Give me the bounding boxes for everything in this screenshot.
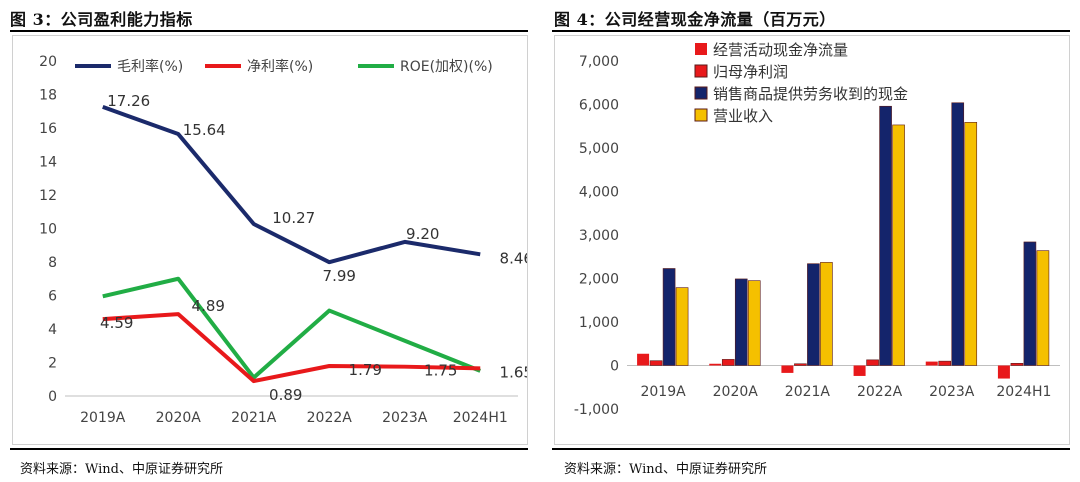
bar <box>781 365 794 373</box>
x-tick-label: 2022A <box>857 384 903 400</box>
legend-swatch <box>694 108 708 122</box>
left-title-rule <box>10 30 528 32</box>
bar <box>649 360 663 366</box>
legend-label: 营业收入 <box>713 107 773 125</box>
bar <box>794 363 807 366</box>
y-tick-label: 8 <box>48 255 57 271</box>
left-bottom-rule <box>10 448 528 450</box>
data-label: 9.20 <box>406 225 439 243</box>
bar <box>951 102 965 366</box>
data-label: 17.26 <box>107 92 150 110</box>
legend-swatch <box>694 64 708 78</box>
bar <box>1036 250 1050 366</box>
right-bottom-rule <box>552 448 1070 450</box>
bar <box>925 361 938 366</box>
x-tick-label: 2021A <box>785 384 831 400</box>
right-source: 资料来源：Wind、中原证券研究所 <box>564 462 767 477</box>
y-tick-label: 2,000 <box>579 272 619 288</box>
bar <box>997 365 1010 379</box>
bar <box>734 278 748 366</box>
legend-label: ROE(加权)(%) <box>400 59 493 75</box>
data-label: 8.46 <box>500 249 527 267</box>
series-line <box>102 105 481 265</box>
bar <box>675 287 689 366</box>
bar <box>820 262 833 366</box>
y-tick-label: 0 <box>610 359 619 375</box>
data-label: 1.65 <box>500 363 527 381</box>
right-title-rule <box>552 30 1070 32</box>
x-tick-label: 2023A <box>382 410 428 426</box>
y-tick-label: 12 <box>39 188 57 204</box>
bar <box>853 365 866 376</box>
x-tick-label: 2024H1 <box>453 410 508 426</box>
bar <box>879 105 892 366</box>
line-chart: 0 2 4 6 8 10 12 14 16 18 20 2019A 2020A 2021A 2022A 202… <box>39 54 533 426</box>
bar <box>721 359 735 366</box>
x-tick-label: 2020A <box>713 384 759 400</box>
bar <box>866 359 879 366</box>
data-label: 15.64 <box>183 121 226 139</box>
y-tick-label: 0 <box>48 389 57 405</box>
right-chart-panel: -1,000 0 1,000 2,000 3,000 4,000 5,000 6,000 7,0… <box>554 35 1070 445</box>
legend-label: 经营活动现金净流量 <box>713 41 848 59</box>
data-label: 0.89 <box>269 386 302 404</box>
x-tick-label: 2019A <box>80 410 126 426</box>
y-tick-label: 16 <box>39 121 57 137</box>
y-tick-label: 5,000 <box>579 141 619 157</box>
data-label: 4.59 <box>100 314 133 332</box>
data-label: 1.79 <box>349 361 382 379</box>
y-tick-label: 14 <box>39 155 57 171</box>
left-figure-title: 图 3：公司盈利能力指标 <box>10 10 193 29</box>
y-tick-label: 6,000 <box>579 98 619 114</box>
y-tick-label: 6 <box>48 289 57 305</box>
x-tick-label: 2023A <box>929 384 975 400</box>
x-tick-label: 2022A <box>307 410 353 426</box>
bar <box>1010 363 1024 366</box>
y-tick-label: 10 <box>39 222 57 238</box>
left-chart-panel: 0 2 4 6 8 10 12 14 16 18 20 2019A 2020A 2021A 2022A 202… <box>12 35 533 445</box>
x-tick-label: 2019A <box>640 384 686 400</box>
bar <box>1023 241 1037 366</box>
legend-label: 归母净利润 <box>713 63 788 81</box>
bar-chart: -1,000 0 1,000 2,000 3,000 4,000 5,000 6,000 7,0… <box>574 41 1060 418</box>
legend-label: 销售商品提供劳务收到的现金 <box>713 85 908 103</box>
data-label: 1.75 <box>424 362 457 380</box>
y-tick-label: 18 <box>39 88 57 104</box>
x-tick-label: 2021A <box>231 410 277 426</box>
y-tick-label: 20 <box>39 54 57 70</box>
y-tick-label: 4 <box>48 322 57 338</box>
y-tick-label: 3,000 <box>579 228 619 244</box>
bar <box>662 268 676 366</box>
bar <box>938 360 952 366</box>
legend-swatch <box>694 86 708 100</box>
y-tick-label: 2 <box>48 356 57 372</box>
legend-label: 净利率(%) <box>247 58 313 75</box>
y-tick-label: 1,000 <box>579 315 619 331</box>
bar <box>637 353 650 366</box>
bar <box>747 280 761 366</box>
left-source: 资料来源：Wind、中原证券研究所 <box>20 462 223 477</box>
legend-swatch <box>695 43 707 55</box>
data-label: 7.99 <box>323 267 356 285</box>
data-label: 10.27 <box>272 209 315 227</box>
series-line <box>102 276 481 380</box>
bar <box>892 124 905 366</box>
series-line <box>102 312 481 384</box>
y-tick-label: 4,000 <box>579 185 619 201</box>
bar <box>964 122 978 366</box>
bar <box>807 263 820 366</box>
legend-label: 毛利率(%) <box>117 58 183 75</box>
bar <box>709 363 722 366</box>
right-figure-title: 图 4：公司经营现金净流量（百万元） <box>554 10 836 29</box>
y-tick-label: 7,000 <box>579 54 619 70</box>
x-tick-label: 2020A <box>156 410 202 426</box>
data-label: 4.89 <box>192 297 225 315</box>
y-tick-label: -1,000 <box>574 402 619 418</box>
x-tick-label: 2024H1 <box>996 384 1051 400</box>
